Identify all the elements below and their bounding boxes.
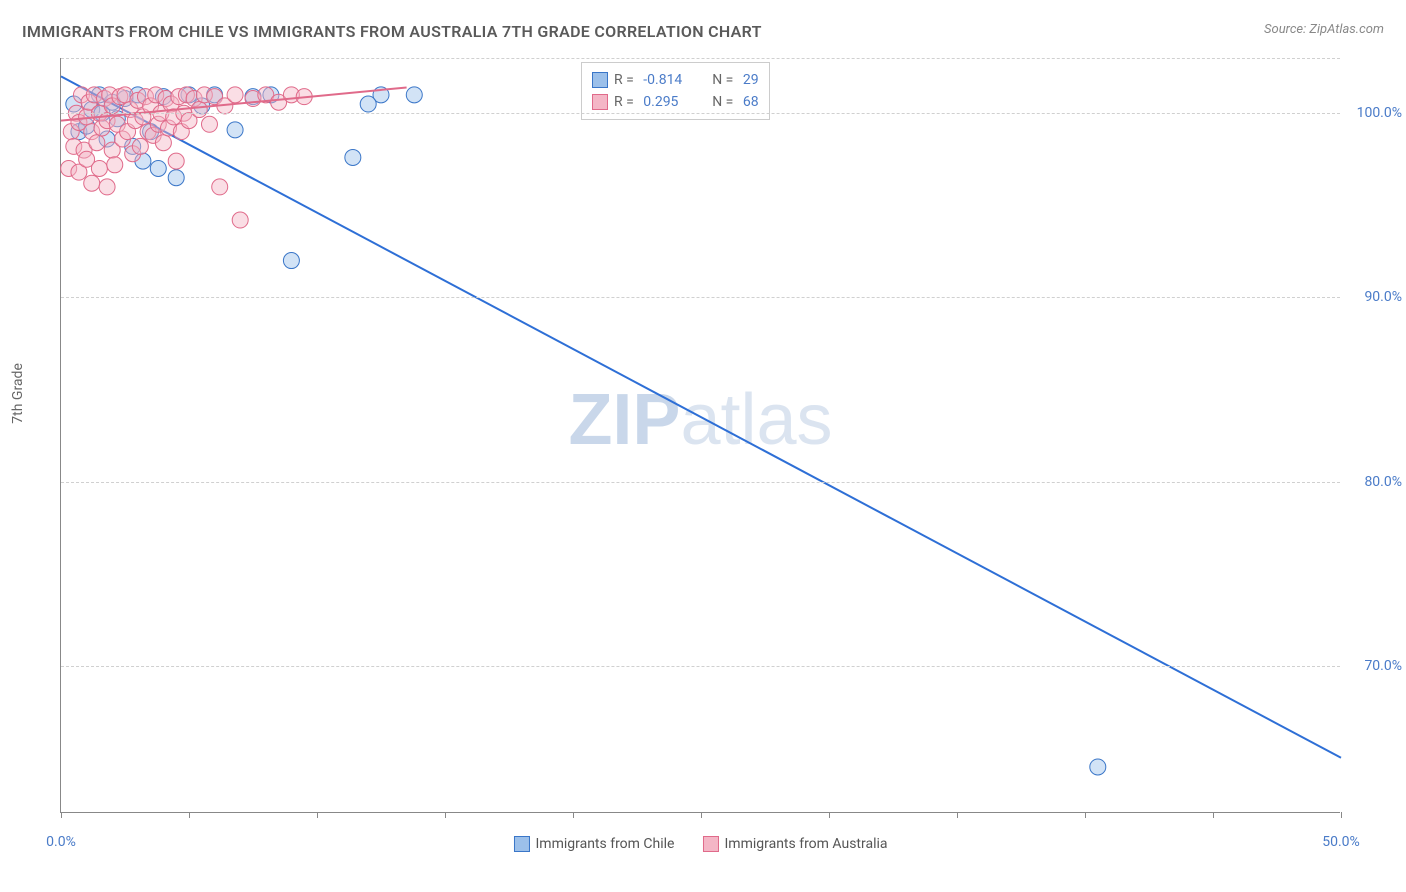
legend-series-label: Immigrants from Australia xyxy=(724,836,887,852)
data-point xyxy=(1090,759,1106,775)
legend-series-label: Immigrants from Chile xyxy=(535,836,674,852)
legend-stats-row: R = -0.814 N = 29 xyxy=(592,69,759,91)
gridline-h xyxy=(61,666,1340,667)
y-tick-label: 70.0% xyxy=(1364,658,1402,674)
x-tick xyxy=(1085,812,1086,818)
y-axis-label: 7th Grade xyxy=(10,363,26,424)
legend-swatch xyxy=(592,94,608,110)
gridline-h xyxy=(61,58,1340,59)
y-tick-label: 80.0% xyxy=(1364,474,1402,490)
gridline-h xyxy=(61,113,1340,114)
legend-swatch xyxy=(592,72,608,88)
source-attribution: Source: ZipAtlas.com xyxy=(1264,22,1384,37)
data-point xyxy=(89,135,105,151)
legend-r-value: -0.814 xyxy=(643,72,699,88)
legend-series: Immigrants from Chile Immigrants from Aus… xyxy=(513,836,887,852)
x-tick xyxy=(701,812,702,818)
chart-svg xyxy=(61,58,1340,812)
legend-n-label: N = xyxy=(705,94,737,110)
gridline-h xyxy=(61,482,1340,483)
legend-n-label: N = xyxy=(705,72,737,88)
legend-r-label: R = xyxy=(614,72,637,88)
y-tick-label: 90.0% xyxy=(1364,289,1402,305)
legend-r-value: 0.295 xyxy=(643,94,699,110)
x-tick xyxy=(189,812,190,818)
plot-area: ZIPatlas R = -0.814 N = 29R = 0.295 N = … xyxy=(60,58,1340,813)
data-point xyxy=(84,175,100,191)
data-point xyxy=(107,157,123,173)
legend-swatch xyxy=(702,836,718,852)
data-point xyxy=(155,135,171,151)
data-point xyxy=(168,170,184,186)
data-point xyxy=(191,102,207,118)
data-point xyxy=(406,87,422,103)
x-tick-label: 50.0% xyxy=(1322,834,1360,850)
legend-series-item: Immigrants from Australia xyxy=(702,836,887,852)
x-tick xyxy=(61,812,62,818)
legend-r-label: R = xyxy=(614,94,637,110)
legend-n-value: 29 xyxy=(743,72,759,88)
legend-stats: R = -0.814 N = 29R = 0.295 N = 68 xyxy=(581,62,770,120)
data-point xyxy=(227,122,243,138)
data-point xyxy=(150,160,166,176)
x-tick-label: 0.0% xyxy=(46,834,76,850)
legend-n-value: 68 xyxy=(743,94,759,110)
y-tick-label: 100.0% xyxy=(1357,105,1402,121)
legend-stats-row: R = 0.295 N = 68 xyxy=(592,91,759,113)
x-tick xyxy=(1341,812,1342,818)
x-tick xyxy=(829,812,830,818)
x-tick xyxy=(445,812,446,818)
data-point xyxy=(132,138,148,154)
legend-swatch xyxy=(513,836,529,852)
chart-title: IMMIGRANTS FROM CHILE VS IMMIGRANTS FROM… xyxy=(22,22,762,41)
data-point xyxy=(99,179,115,195)
data-point xyxy=(227,87,243,103)
data-point xyxy=(360,96,376,112)
x-tick xyxy=(317,812,318,818)
data-point xyxy=(345,149,361,165)
data-point xyxy=(201,116,217,132)
data-point xyxy=(168,153,184,169)
trend-line xyxy=(61,76,1341,757)
gridline-h xyxy=(61,297,1340,298)
data-point xyxy=(212,179,228,195)
x-tick xyxy=(1213,812,1214,818)
data-point xyxy=(283,253,299,269)
data-point xyxy=(91,160,107,176)
legend-series-item: Immigrants from Chile xyxy=(513,836,674,852)
x-tick xyxy=(957,812,958,818)
data-point xyxy=(232,212,248,228)
x-tick xyxy=(573,812,574,818)
